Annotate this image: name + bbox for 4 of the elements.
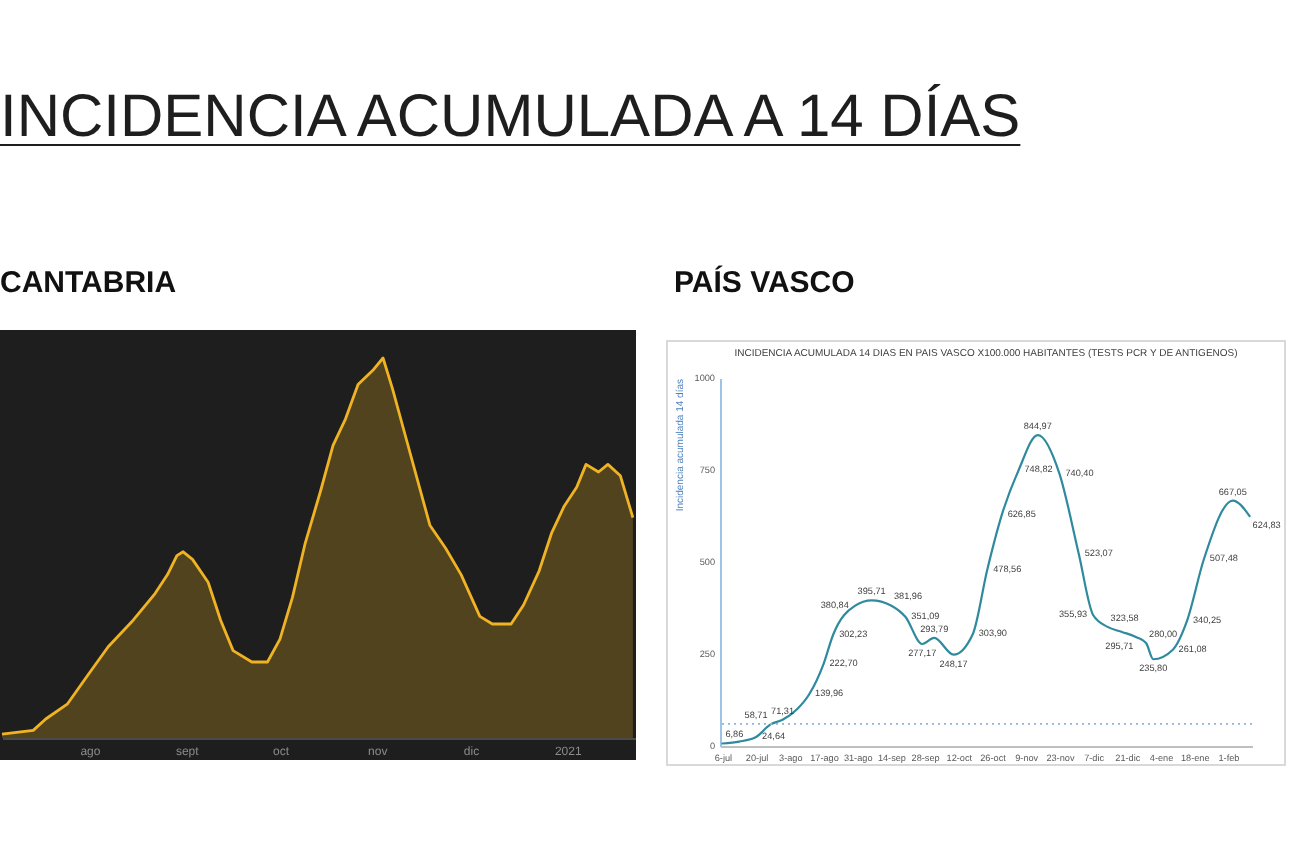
chart-title: CANTABRIA [0, 266, 177, 302]
line-series [721, 433, 1251, 745]
text: INCIDENCIA ACUMULADA A 14 DÍAS [0, 84, 1021, 152]
chart-title: PAÍS VASCO [674, 266, 855, 302]
